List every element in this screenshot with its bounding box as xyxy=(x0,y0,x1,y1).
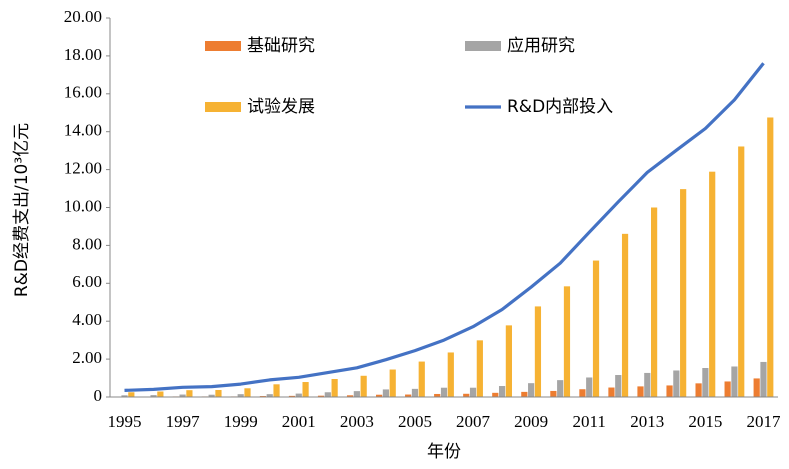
x-tick-label: 2003 xyxy=(340,412,374,431)
bar xyxy=(418,361,425,397)
legend-label: 试验发展 xyxy=(247,97,315,117)
bar xyxy=(709,171,716,397)
bar xyxy=(128,392,135,397)
bar xyxy=(237,394,244,397)
bar xyxy=(521,391,528,397)
bar xyxy=(244,388,251,397)
bar xyxy=(476,340,483,397)
x-axis-label: 年份 xyxy=(427,442,461,462)
y-tick-label: 8.00 xyxy=(72,234,102,253)
bar xyxy=(550,390,557,397)
bar xyxy=(702,368,709,397)
bar xyxy=(608,387,615,397)
bar xyxy=(738,146,745,397)
bar xyxy=(469,387,477,397)
bar xyxy=(331,378,338,397)
bar xyxy=(434,393,441,397)
bar xyxy=(121,395,128,397)
bar xyxy=(360,375,367,397)
bar xyxy=(753,378,760,397)
bar xyxy=(346,395,354,397)
bar xyxy=(673,370,680,397)
bar xyxy=(579,389,586,397)
bar xyxy=(215,389,222,397)
bar xyxy=(317,395,325,397)
bar xyxy=(179,394,186,397)
bar xyxy=(376,394,383,397)
x-tick-label: 2015 xyxy=(688,412,722,431)
bar xyxy=(621,233,629,397)
bar xyxy=(157,391,164,397)
bar xyxy=(440,387,448,397)
bar xyxy=(644,372,651,397)
legend-swatch xyxy=(465,41,501,51)
bar xyxy=(505,325,512,397)
bar xyxy=(411,388,419,397)
x-tick-label: 2001 xyxy=(282,412,316,431)
x-tick-label: 2009 xyxy=(514,412,548,431)
bar xyxy=(695,383,702,397)
bar xyxy=(615,375,622,397)
bar xyxy=(680,189,687,397)
y-tick-label: 10.00 xyxy=(64,196,102,215)
x-tick-label: 2005 xyxy=(398,412,432,431)
bar xyxy=(150,395,157,397)
y-tick-label: 12.00 xyxy=(64,159,102,178)
bar xyxy=(382,389,390,397)
bar xyxy=(324,392,331,397)
x-tick-label: 2017 xyxy=(746,412,781,431)
bar xyxy=(557,380,564,397)
y-tick-label: 0 xyxy=(94,386,103,405)
bar xyxy=(637,386,644,397)
y-tick-label: 16.00 xyxy=(64,83,102,102)
bar xyxy=(288,395,296,397)
bar xyxy=(563,286,571,397)
line xyxy=(124,62,765,392)
y-tick-label: 4.00 xyxy=(72,310,102,329)
bar xyxy=(592,260,600,397)
legend-label: 应用研究 xyxy=(507,36,575,56)
y-tick-label: 18.00 xyxy=(64,45,102,64)
bar xyxy=(463,393,470,397)
y-tick-label: 2.00 xyxy=(72,348,102,367)
x-tick-label: 2013 xyxy=(630,412,664,431)
x-tick-label: 1997 xyxy=(166,412,201,431)
bar xyxy=(528,383,535,397)
bar xyxy=(266,394,273,397)
bar xyxy=(447,352,454,397)
legend-swatch xyxy=(205,102,241,112)
legend-label: R&D内部投入 xyxy=(507,97,613,117)
bar xyxy=(760,361,767,397)
bar xyxy=(586,377,593,397)
y-tick-label: 6.00 xyxy=(72,272,102,291)
y-tick-label: 20.00 xyxy=(64,7,102,26)
bar xyxy=(666,385,673,397)
legend-label: 基础研究 xyxy=(247,36,315,56)
bar xyxy=(534,306,542,397)
y-axis-label: R&D经费支出/10³亿元 xyxy=(12,123,32,297)
bar xyxy=(731,366,738,397)
bar xyxy=(724,381,731,397)
bar xyxy=(273,384,280,397)
bar xyxy=(208,394,215,397)
bar xyxy=(353,391,360,397)
bar xyxy=(295,393,302,397)
bar xyxy=(186,390,193,397)
bar xyxy=(492,392,499,397)
x-tick-label: 1999 xyxy=(224,412,258,431)
bar xyxy=(405,394,412,397)
x-tick-label: 1995 xyxy=(108,412,142,431)
bar xyxy=(302,382,309,397)
y-tick-label: 14.00 xyxy=(64,121,102,140)
bar xyxy=(767,117,774,398)
bar xyxy=(389,369,396,397)
bar xyxy=(651,207,658,397)
x-tick-label: 2007 xyxy=(456,412,491,431)
bar xyxy=(498,386,506,397)
legend-swatch xyxy=(205,41,241,51)
x-tick-label: 2011 xyxy=(573,412,606,431)
